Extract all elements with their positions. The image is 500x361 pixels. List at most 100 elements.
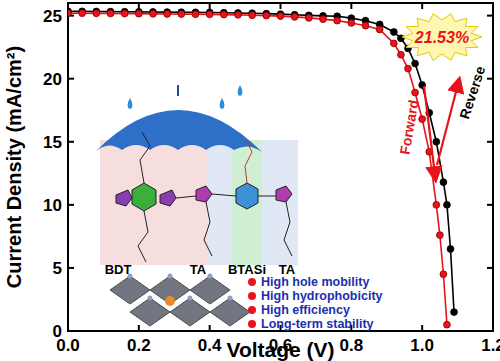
feature-text: Long-term stability [261, 317, 374, 331]
y-tick [68, 78, 74, 80]
x-tick-label: 0.4 [198, 336, 222, 355]
series-marker [192, 11, 199, 18]
annotations: 21.53%ReverseForwardBDTTABTASiTAHigh hol… [105, 14, 489, 331]
perovskite [110, 274, 250, 327]
y-tick [487, 267, 493, 269]
x-tick [421, 3, 423, 9]
feature-text: High hydrophobicity [261, 289, 383, 303]
bond [176, 196, 196, 198]
series-marker [451, 309, 458, 316]
octahedron [110, 276, 150, 304]
y-tick [487, 78, 493, 80]
series-marker [436, 232, 443, 239]
series-marker [398, 35, 405, 42]
axes: 0.00.20.40.60.81.01.20510152025Voltage (… [3, 3, 500, 361]
series-label: Reverse [456, 64, 488, 121]
octahedron [210, 298, 250, 326]
y-tick [68, 141, 74, 143]
series-label: Forward [396, 99, 421, 156]
ta-ring [276, 186, 292, 202]
series-line [68, 11, 454, 312]
reverse-arrow [437, 84, 458, 165]
umbrella-tip [177, 85, 179, 96]
y-tick-label: 25 [43, 7, 62, 26]
side-chain [204, 202, 212, 256]
series-marker [79, 10, 86, 17]
chart: 0.00.20.40.60.81.01.20510152025Voltage (… [0, 0, 500, 361]
series-marker [135, 10, 142, 17]
molecule [116, 132, 292, 262]
x-tick [280, 3, 282, 9]
x-tick-label: 1.2 [481, 336, 500, 355]
x-tick [209, 3, 211, 9]
series-marker [107, 10, 114, 17]
bullet [248, 306, 256, 314]
x-axis-label: Voltage (V) [226, 338, 334, 361]
series-marker [447, 246, 454, 253]
series-marker [235, 11, 242, 18]
y-tick-label: 20 [43, 70, 62, 89]
y-tick-label: 10 [43, 196, 62, 215]
bond [258, 196, 276, 197]
series-marker [362, 22, 369, 29]
series-marker [390, 29, 397, 36]
forward-arrow [424, 86, 435, 175]
series-marker [263, 12, 270, 19]
atom [208, 274, 213, 279]
series-marker [320, 16, 327, 23]
side-chain [140, 132, 150, 183]
bdt-block [100, 140, 208, 265]
x-tick-label: 0.8 [340, 336, 364, 355]
x-tick [421, 325, 423, 331]
atom [228, 296, 233, 301]
y-tick [487, 141, 493, 143]
x-tick-label: 1.0 [410, 336, 434, 355]
series-marker [334, 17, 341, 24]
feature-text: High efficiency [261, 303, 350, 317]
feature-text: High hole mobility [261, 275, 369, 289]
side-chain [138, 211, 148, 262]
series-marker [348, 20, 355, 27]
octahedron [170, 298, 210, 326]
series-marker [291, 13, 298, 20]
series-marker [164, 11, 171, 18]
si-chain [245, 140, 252, 183]
series-line [68, 13, 447, 325]
series-marker [93, 10, 100, 17]
y-tick-label: 15 [43, 133, 62, 152]
atom [168, 274, 173, 279]
x-tick-label: 0.2 [127, 336, 151, 355]
starburst [402, 14, 482, 61]
octahedron [130, 298, 170, 326]
octahedron [190, 276, 230, 304]
series-marker [433, 201, 440, 208]
drop [128, 98, 133, 109]
plot-area [68, 8, 457, 328]
y-axis-label: Current Density (mA/cm²) [3, 46, 25, 288]
bdt-ring [132, 183, 156, 211]
series-marker [444, 201, 451, 208]
series-marker [249, 12, 256, 19]
series-marker [277, 13, 284, 20]
series-marker [412, 60, 419, 67]
y-tick [487, 15, 493, 17]
btasi-block [232, 140, 262, 265]
series-marker [206, 11, 213, 18]
series-marker [178, 11, 185, 18]
bullet [248, 292, 256, 300]
unit-label: BDT [105, 262, 132, 277]
drop [220, 98, 225, 109]
efficiency-label: 21.53% [414, 29, 469, 46]
btasi-ring [236, 183, 258, 209]
series-marker [433, 138, 440, 145]
y-tick [487, 330, 493, 332]
ta-block [208, 140, 298, 265]
atom [188, 296, 193, 301]
thiophene [160, 190, 176, 206]
side-chain [284, 202, 292, 256]
series-marker [305, 14, 312, 21]
y-tick [487, 204, 493, 206]
series-marker [220, 11, 227, 18]
ta-ring [196, 186, 212, 202]
series-marker [150, 10, 157, 17]
